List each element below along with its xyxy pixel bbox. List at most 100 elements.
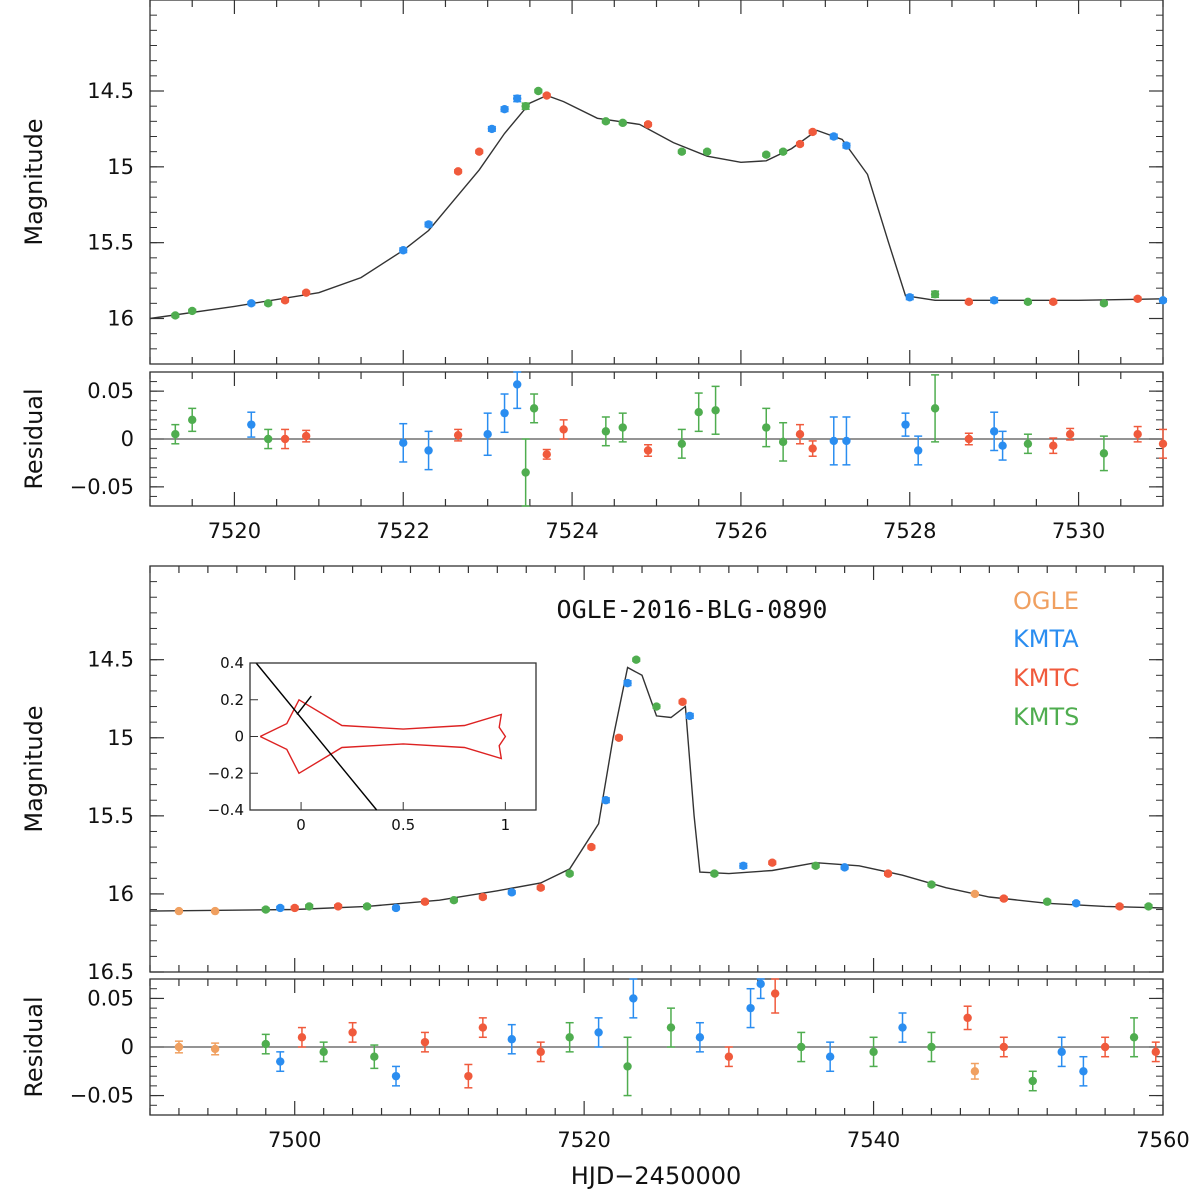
data-point-kmts xyxy=(565,869,574,878)
data-point-kmta xyxy=(898,1023,907,1032)
y-tick-label: −0.05 xyxy=(70,475,134,499)
data-point-kmtc xyxy=(808,127,817,137)
data-point-kmtc xyxy=(999,1042,1009,1052)
inset-y-tick-label: 0.4 xyxy=(220,654,244,672)
data-point-kmts xyxy=(529,404,539,413)
data-point-kmts xyxy=(927,1042,936,1052)
data-point-kmta xyxy=(276,1057,285,1066)
data-point-kmts xyxy=(702,147,712,156)
data-point-kmts xyxy=(362,902,372,911)
data-point-kmtc xyxy=(643,120,653,129)
data-point-kmtc xyxy=(883,869,893,878)
data-point-kmta xyxy=(840,863,849,872)
data-point-kmts xyxy=(188,415,197,425)
data-point-kmta xyxy=(825,1052,835,1061)
data-point-kmtc xyxy=(808,444,817,453)
full-light-curve-panel: Magnitude OGLE-2016-BLG-0890 OGLE KMTA K… xyxy=(20,565,1164,984)
data-point-kmtc xyxy=(795,139,805,149)
y-tick-label: −0.05 xyxy=(70,1084,134,1108)
inset-y-tick-label: −0.4 xyxy=(208,801,244,819)
data-point-kmtc xyxy=(478,1023,488,1032)
data-point-kmta xyxy=(1158,296,1168,305)
data-point-ogle xyxy=(970,1067,980,1076)
data-point-kmtc xyxy=(420,1037,430,1047)
data-point-kmts xyxy=(778,147,788,156)
data-point-kmtc xyxy=(1049,297,1058,307)
data-point-kmts xyxy=(677,439,687,448)
x-tick-label: 7526 xyxy=(714,519,767,543)
y-tick-label: 0 xyxy=(121,1035,134,1059)
data-point-kmtc xyxy=(999,894,1009,903)
data-point-kmtc xyxy=(301,431,311,441)
y-tick-label: 0.05 xyxy=(87,986,134,1010)
data-point-kmts xyxy=(869,1047,878,1057)
data-point-kmtc xyxy=(963,1013,972,1023)
data-point-kmtc xyxy=(1151,1047,1160,1057)
data-point-kmta xyxy=(391,903,401,913)
y-tick-label: 0.05 xyxy=(87,379,134,403)
data-point-kmta xyxy=(500,408,509,418)
data-point-kmtc xyxy=(536,883,545,892)
data-point-ogle xyxy=(174,906,184,916)
data-point-kmta xyxy=(756,979,765,989)
data-point-kmts xyxy=(1099,449,1109,458)
full-residual-axis-label: Residual xyxy=(20,996,48,1097)
data-point-ogle xyxy=(174,1042,184,1052)
zoom-residual-panel: Residual 7520 7522 7524 7526 7528 7530 0.05 0 −0… xyxy=(20,371,1168,543)
data-point-kmtc xyxy=(280,296,290,305)
data-point-kmtc xyxy=(768,858,777,867)
data-point-kmtc xyxy=(1100,1042,1110,1052)
data-point-kmtc xyxy=(1049,441,1058,450)
data-point-kmts xyxy=(370,1052,379,1061)
y-tick-label: 15 xyxy=(107,726,134,750)
data-point-kmts xyxy=(601,117,611,126)
data-point-kmta xyxy=(247,420,256,429)
inset-x-tick-label: 1 xyxy=(501,816,511,834)
data-point-kmta xyxy=(829,132,838,141)
data-point-kmtc xyxy=(453,167,463,176)
data-point-kmta xyxy=(1079,1067,1088,1076)
caustic-curve xyxy=(259,698,507,775)
data-point-kmtc xyxy=(542,450,551,459)
data-point-kmta xyxy=(424,220,433,229)
data-point-kmtc xyxy=(290,903,299,913)
data-point-kmtc xyxy=(724,1052,734,1061)
data-point-kmtc xyxy=(559,425,568,434)
data-point-kmta xyxy=(685,711,694,721)
inset-y-tick-label: −0.2 xyxy=(208,764,244,782)
data-point-kmtc xyxy=(478,892,488,902)
data-point-kmta xyxy=(842,141,851,150)
data-point-kmts xyxy=(171,430,180,439)
source-trajectory xyxy=(255,662,378,811)
data-point-kmta xyxy=(513,380,522,389)
caustic-inset: 0 0.5 1 0.4 0.2 0 −0.2 −0.4 xyxy=(208,654,537,834)
data-point-kmts xyxy=(261,905,270,914)
data-point-kmta xyxy=(739,861,748,871)
data-point-kmtc xyxy=(542,91,551,100)
data-point-kmts xyxy=(534,86,543,96)
x-tick-label: 7524 xyxy=(545,519,598,543)
data-point-kmtc xyxy=(1115,902,1124,911)
data-point-kmts xyxy=(797,1042,806,1052)
data-point-kmts xyxy=(694,408,703,417)
data-point-ogle xyxy=(210,1044,220,1054)
data-point-kmta xyxy=(391,1071,401,1081)
data-point-kmta xyxy=(276,903,285,913)
data-point-kmtc xyxy=(964,297,974,307)
data-point-kmts xyxy=(601,427,611,436)
data-point-kmts xyxy=(1144,902,1153,911)
data-point-kmta xyxy=(247,299,256,308)
data-point-kmts xyxy=(711,406,720,415)
data-point-kmts xyxy=(1099,299,1109,308)
x-tick-label: 7522 xyxy=(377,519,430,543)
data-point-kmts xyxy=(261,1039,270,1049)
data-point-kmtc xyxy=(1158,439,1168,448)
data-point-kmts xyxy=(762,423,771,432)
zoom-residual-axis-label: Residual xyxy=(20,388,48,489)
data-point-kmts xyxy=(263,434,273,444)
data-point-kmta xyxy=(695,1033,705,1042)
legend: OGLE KMTA KMTC KMTS xyxy=(1013,587,1079,731)
data-point-kmtc xyxy=(643,446,653,455)
legend-item-kmts: KMTS xyxy=(1013,703,1079,731)
x-tick-label: 7540 xyxy=(847,1128,900,1152)
